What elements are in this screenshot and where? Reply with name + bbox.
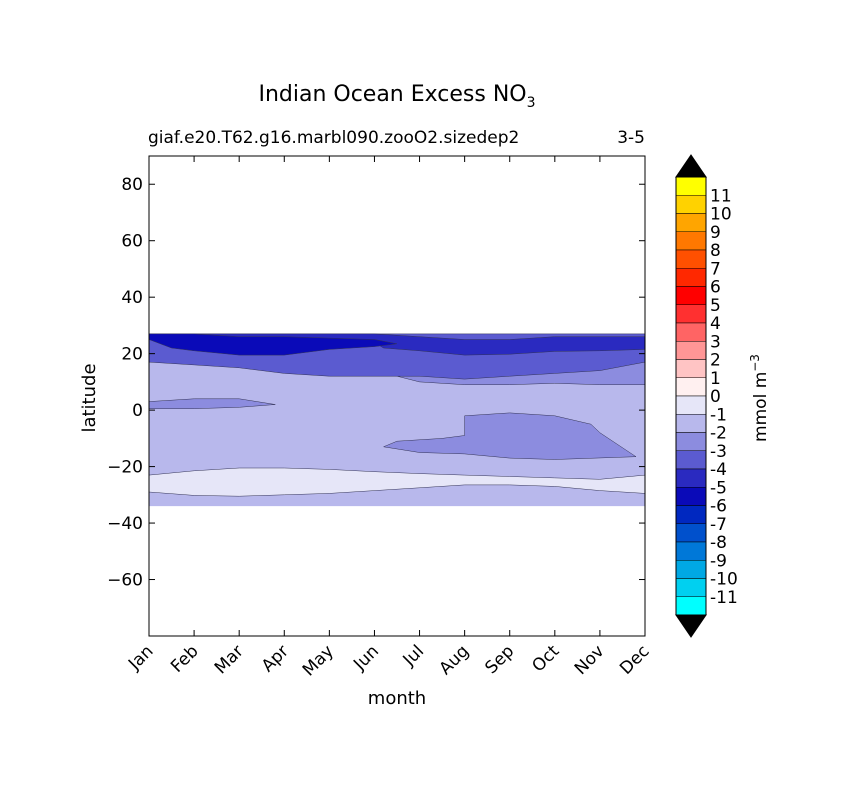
colorbar-label-text: mmol m — [751, 372, 771, 442]
x-tick-label: Nov — [571, 641, 609, 679]
colorbar-swatch — [675, 450, 707, 470]
colorbar-tick-label: -4 — [710, 460, 727, 480]
y-tick-label: −40 — [107, 514, 143, 534]
chart-title-subscript: 3 — [527, 95, 536, 111]
y-tick-label: 80 — [121, 175, 143, 195]
colorbar-tick-label: -11 — [710, 588, 738, 608]
colorbar-tick-label: 11 — [710, 186, 732, 206]
x-tick-label: Sep — [481, 641, 518, 678]
colorbar-tick-label: -6 — [710, 497, 727, 517]
y-tick-label: 20 — [121, 345, 143, 365]
chart-title-text: Indian Ocean Excess NO — [258, 82, 526, 107]
colorbar-swatch — [675, 341, 707, 360]
colorbar-swatch — [675, 505, 707, 524]
colorbar-tick-label: 10 — [710, 205, 732, 225]
x-tick-label: Jul — [399, 641, 428, 670]
colorbar-tick-label: -8 — [710, 533, 727, 553]
colorbar-tick-label: 2 — [710, 351, 721, 371]
x-tick-label: Dec — [616, 641, 653, 678]
colorbar-swatch — [675, 541, 707, 561]
colorbar-tick-label: 7 — [710, 259, 721, 279]
colorbar-swatch — [675, 359, 707, 378]
colorbar-tick-label: -2 — [710, 424, 727, 444]
colorbar-frame — [675, 176, 707, 616]
y-axis-label: latitude — [79, 363, 100, 432]
colorbar-tick-label: 4 — [710, 314, 721, 334]
colorbar-swatch — [675, 195, 707, 214]
x-tick-label: Apr — [258, 641, 293, 676]
colorbar-swatch — [675, 414, 707, 433]
y-tick-label: 60 — [121, 232, 143, 252]
colorbar-tick-label: 5 — [710, 296, 721, 316]
colorbar-swatch — [675, 395, 707, 415]
colorbar-tick-label: -7 — [710, 515, 727, 535]
x-tick-label: Mar — [211, 641, 248, 678]
y-tick-label: −60 — [107, 571, 143, 591]
colorbar-swatch — [675, 487, 707, 506]
x-axis-label: month — [368, 688, 426, 709]
chart-subtitle-left: giaf.e20.T62.g16.marbl090.zooO2.sizedep2 — [148, 128, 519, 148]
colorbar-tick-label: 1 — [710, 369, 721, 389]
colorbar-extend-top — [675, 154, 707, 178]
colorbar-swatch — [675, 176, 707, 196]
colorbar-tick-label: -5 — [710, 478, 727, 498]
x-tick-label: Oct — [528, 641, 563, 676]
colorbar-tick-label: 3 — [710, 332, 721, 352]
colorbar-swatch — [675, 322, 707, 342]
colorbar-swatch — [675, 231, 707, 251]
plot-area — [148, 333, 646, 507]
colorbar-label-superscript: −3 — [748, 354, 762, 372]
colorbar-swatch — [675, 523, 707, 543]
colorbar-swatch — [675, 468, 707, 488]
y-tick-label: 40 — [121, 288, 143, 308]
colorbar-tick-label: 8 — [710, 241, 721, 261]
colorbar-tick-label: -10 — [710, 570, 738, 590]
colorbar-tick-label: 9 — [710, 223, 721, 243]
y-tick-label: 0 — [132, 401, 143, 421]
colorbar-tick-label: -1 — [710, 405, 727, 425]
contour-region-3 — [383, 412, 637, 460]
x-tick-label: Aug — [436, 641, 474, 679]
colorbar-tick-label: -9 — [710, 551, 727, 571]
x-tick-label: May — [299, 641, 338, 680]
colorbar-extend-bottom — [675, 614, 707, 638]
chart-title: Indian Ocean Excess NO3 — [258, 82, 535, 111]
y-tick-label: −20 — [107, 458, 143, 478]
colorbar-tick-label: 6 — [710, 278, 721, 298]
colorbar-tick-label: 0 — [710, 387, 721, 407]
colorbar-swatch — [675, 286, 707, 305]
colorbar-tick-label: -3 — [710, 442, 727, 462]
colorbar-swatch — [675, 560, 707, 579]
colorbar-label: mmol m−3 — [748, 354, 771, 442]
x-tick-label: Jan — [124, 641, 157, 674]
x-tick-label: Jun — [349, 641, 383, 675]
colorbar-swatch — [675, 304, 707, 324]
plot-frame — [148, 155, 646, 637]
contour-region-6 — [148, 333, 398, 356]
colorbar-swatch — [675, 213, 707, 232]
chart-subtitle-right: 3-5 — [617, 128, 645, 148]
colorbar-swatch — [675, 596, 707, 616]
colorbar-swatch — [675, 249, 707, 269]
colorbar-swatch — [675, 578, 707, 597]
contour-region-2 — [148, 398, 276, 409]
colorbar-swatch — [675, 432, 707, 451]
colorbar-swatch — [675, 268, 707, 287]
x-tick-label: Feb — [167, 641, 202, 676]
colorbar-swatch — [675, 377, 707, 397]
